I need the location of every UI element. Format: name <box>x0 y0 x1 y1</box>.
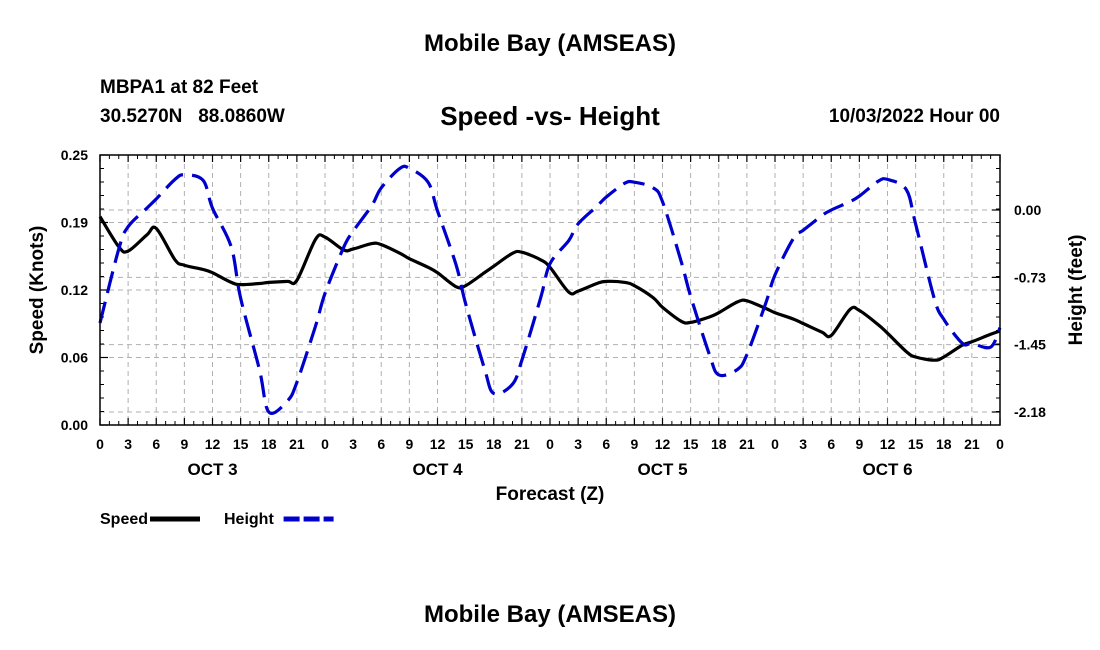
grid-lines <box>100 155 1000 425</box>
day-label: OCT 5 <box>637 460 687 479</box>
x-tick-label: 15 <box>458 436 474 452</box>
y-tick-label-left: 0.06 <box>61 350 88 366</box>
x-tick-label: 15 <box>908 436 924 452</box>
x-tick-label: 18 <box>936 436 952 452</box>
y-tick-label-right: -2.18 <box>1014 404 1046 420</box>
data-series <box>98 164 1002 415</box>
x-tick-label: 6 <box>827 436 835 452</box>
tick-labels: 0 3 6 9 12 15 18 21 0 3 6 9 12 15 18 21 0 3 6 9 12 15 18 21 0 3 6 9… <box>61 147 1046 479</box>
y-tick-label-right: -0.73 <box>1014 269 1046 285</box>
x-tick-label: 12 <box>880 436 896 452</box>
x-tick-label: 0 <box>96 436 104 452</box>
chart-subtitle: Speed -vs- Height <box>440 101 660 131</box>
x-tick-label: 18 <box>261 436 277 452</box>
x-tick-label: 0 <box>771 436 779 452</box>
x-tick-label: 3 <box>124 436 132 452</box>
x-tick-label: 9 <box>630 436 638 452</box>
day-label: OCT 4 <box>412 460 463 479</box>
y-axis-label-left: Speed (Knots) <box>27 226 48 355</box>
x-tick-label: 12 <box>430 436 446 452</box>
x-tick-label: 21 <box>739 436 755 452</box>
x-tick-label: 0 <box>996 436 1004 452</box>
y-tick-label-right: 0.00 <box>1014 202 1041 218</box>
legend-label-speed: Speed <box>100 511 148 528</box>
x-tick-label: 6 <box>377 436 385 452</box>
x-tick-label: 12 <box>655 436 671 452</box>
x-tick-label: 12 <box>205 436 221 452</box>
x-tick-label: 3 <box>349 436 357 452</box>
day-label: OCT 6 <box>862 460 912 479</box>
y-tick-label-right: -1.45 <box>1014 337 1046 353</box>
station-label: MBPA1 at 82 Feet <box>100 77 259 98</box>
x-tick-label: 0 <box>546 436 554 452</box>
x-tick-label: 3 <box>799 436 807 452</box>
x-tick-label: 21 <box>514 436 530 452</box>
forecast-datetime: 10/03/2022 Hour 00 <box>828 106 1000 127</box>
x-tick-label: 9 <box>855 436 863 452</box>
main-title: Mobile Bay (AMSEAS) <box>423 30 677 57</box>
legend: Speed Height <box>100 511 334 528</box>
x-tick-label: 21 <box>289 436 305 452</box>
y-tick-label-left: 0.25 <box>61 147 88 163</box>
legend-label-height: Height <box>224 511 274 528</box>
x-tick-label: 18 <box>486 436 502 452</box>
x-tick-label: 6 <box>152 436 160 452</box>
y-tick-label-left: 0.12 <box>61 282 88 298</box>
y-tick-label-left: 0.19 <box>61 215 88 231</box>
day-label: OCT 3 <box>187 460 237 479</box>
x-tick-label: 6 <box>602 436 610 452</box>
x-axis-label: Forecast (Z) <box>496 484 605 505</box>
x-tick-label: 15 <box>683 436 699 452</box>
x-tick-label: 9 <box>180 436 188 452</box>
bottom-title: Mobile Bay (AMSEAS) <box>423 601 677 628</box>
coordinates-label: 30.5270N 88.0860W <box>100 106 285 127</box>
x-tick-label: 3 <box>574 436 582 452</box>
x-tick-label: 9 <box>405 436 413 452</box>
x-tick-label: 15 <box>233 436 249 452</box>
series-line-height <box>98 164 1002 415</box>
x-tick-label: 0 <box>321 436 329 452</box>
plot-frame <box>99 154 1001 426</box>
x-tick-label: 21 <box>964 436 980 452</box>
x-tick-label: 18 <box>711 436 727 452</box>
y-tick-label-left: 0.00 <box>61 417 88 433</box>
y-axis-label-right: Height (feet) <box>1066 235 1087 346</box>
